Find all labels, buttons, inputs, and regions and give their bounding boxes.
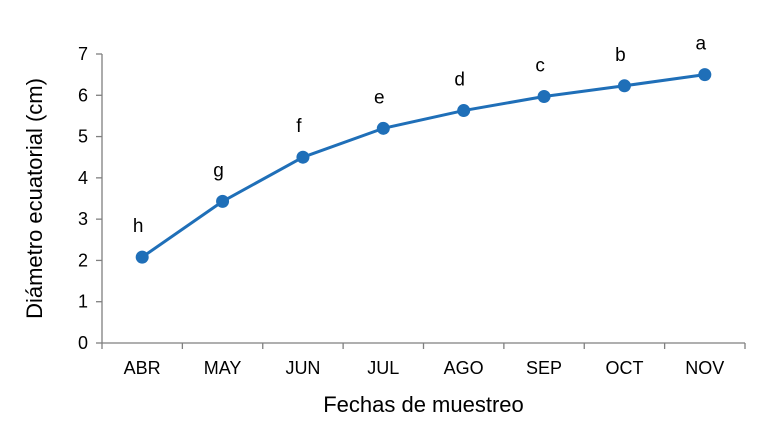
y-tick-label: 3 (78, 209, 88, 229)
y-tick-label: 4 (78, 168, 88, 188)
x-tick-label: OCT (605, 358, 643, 378)
x-axis: ABR MAY JUN JUL AGO SEP OCT NOV (101, 342, 746, 378)
y-tick-label: 0 (78, 333, 88, 353)
data-point-label: h (133, 216, 144, 237)
y-tick-label: 5 (78, 127, 88, 147)
data-point-label: c (535, 56, 545, 77)
x-tick-label: SEP (526, 358, 562, 378)
y-axis-title: Diámetro ecuatorial (cm) (22, 78, 47, 319)
data-point-label: f (296, 116, 302, 137)
series-diametro: h g f e d c b a (133, 34, 712, 264)
x-tick-label: JUL (367, 358, 399, 378)
y-tick-label: 7 (78, 44, 88, 64)
y-axis: 0 1 2 3 4 5 6 7 (78, 44, 103, 353)
x-tick-label: AGO (444, 358, 484, 378)
data-point (216, 194, 230, 208)
data-point-label: g (213, 160, 224, 181)
x-tick-label: JUN (285, 358, 320, 378)
x-axis-title: Fechas de muestreo (323, 392, 524, 417)
series-line (141, 73, 706, 259)
data-point (537, 90, 551, 104)
data-point-label: a (696, 34, 707, 55)
data-point-label: d (454, 70, 465, 91)
data-point (376, 121, 390, 135)
data-point (296, 150, 310, 164)
data-point-label: e (374, 87, 385, 108)
x-tick-label: MAY (204, 358, 242, 378)
data-point (457, 104, 471, 118)
x-tick-label: NOV (685, 358, 724, 378)
y-tick-label: 6 (78, 85, 88, 105)
data-point (135, 250, 149, 264)
data-point (617, 79, 631, 93)
x-tick-label: ABR (124, 358, 161, 378)
y-tick-label: 2 (78, 250, 88, 270)
data-point (698, 68, 712, 82)
data-point-label: b (615, 45, 626, 66)
y-tick-label: 1 (78, 292, 88, 312)
